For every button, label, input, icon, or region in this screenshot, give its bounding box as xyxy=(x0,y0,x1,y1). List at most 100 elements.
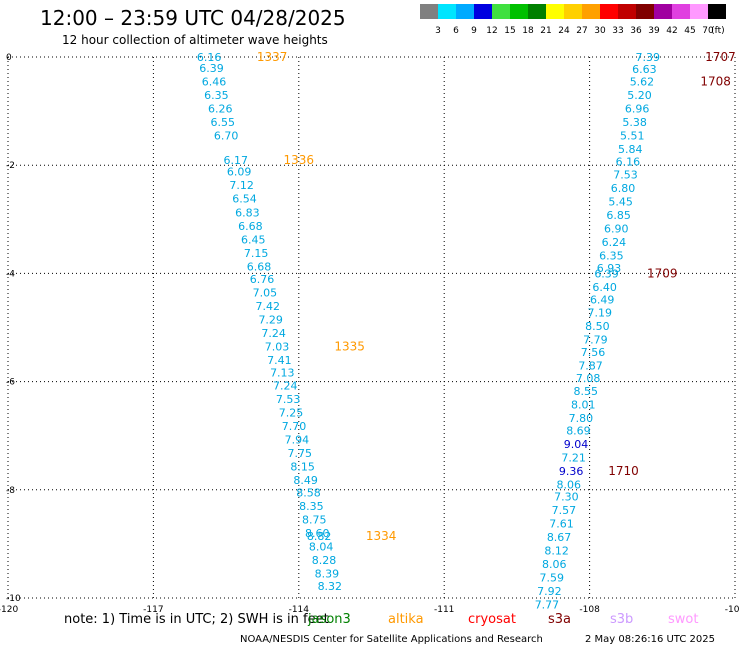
legend-label: 33 xyxy=(612,26,623,36)
wave-height-value: 7.59 xyxy=(540,571,565,584)
pass-time-label: 1710 xyxy=(608,464,639,478)
wave-height-value: 6.90 xyxy=(604,222,629,235)
wave-height-value: 6.40 xyxy=(592,281,617,294)
wave-height-value: 7.70 xyxy=(282,420,307,433)
wave-height-value: 8.39 xyxy=(315,568,340,581)
legend-label: 39 xyxy=(648,26,660,36)
legend-label: 30 xyxy=(594,26,606,36)
legend-swatch xyxy=(654,4,672,19)
wave-height-value: 6.39 xyxy=(199,62,224,75)
wave-height-value: 5.45 xyxy=(608,195,633,208)
color-legend: 3 6 9 12 15 18 21 24 27 30 33 36 39 42 45 70(ft) xyxy=(420,4,726,36)
legend-swatch xyxy=(582,4,600,19)
legend-swatch xyxy=(546,4,564,19)
legend-swatch xyxy=(492,4,510,19)
wave-height-value: 7.80 xyxy=(569,412,594,425)
wave-height-value: 6.96 xyxy=(625,102,650,115)
satellite-cryosat: cryosat xyxy=(468,612,516,627)
x-tick-label: -117 xyxy=(143,605,163,615)
wave-height-value: 8.06 xyxy=(557,478,582,491)
legend-label: 6 xyxy=(453,26,459,36)
y-tick-label: -8 xyxy=(6,486,15,496)
wave-height-value: 7.41 xyxy=(267,354,292,367)
satellite-s3b: s3b xyxy=(610,612,634,627)
wave-height-value: 6.16 xyxy=(616,155,641,168)
legend-swatch xyxy=(564,4,582,19)
wave-height-value: 7.57 xyxy=(552,504,577,517)
y-tick-label: 0 xyxy=(6,53,12,63)
wave-height-value: 5.84 xyxy=(618,143,643,156)
y-tick-label: -10 xyxy=(6,594,21,604)
pass-time-label: 1708 xyxy=(700,74,731,88)
satellite-swot: swot xyxy=(668,612,699,627)
legend-label: (ft) xyxy=(711,26,725,36)
wave-height-value: 6.55 xyxy=(210,116,235,129)
y-tick-label: -4 xyxy=(6,269,15,279)
wave-height-value: 8.67 xyxy=(547,531,572,544)
legend-label: 21 xyxy=(540,26,551,36)
wave-height-value: 6.83 xyxy=(235,206,260,219)
legend-label: 27 xyxy=(576,26,587,36)
wave-height-value: 5.62 xyxy=(630,75,655,88)
x-tick-label: -114 xyxy=(289,605,310,615)
wave-height-value: 7.94 xyxy=(285,433,310,446)
wave-height-value: 8.32 xyxy=(318,580,343,593)
wave-height-value: 8.01 xyxy=(571,398,596,411)
wave-height-value: 6.54 xyxy=(232,193,257,206)
credit-line: NOAA/NESDIS Center for Satellite Applica… xyxy=(240,634,543,645)
pass-time-label: 1709 xyxy=(647,266,678,280)
wave-height-value: 7.21 xyxy=(561,451,586,464)
generated-timestamp: 2 May 08:26:16 UTC 2025 xyxy=(585,634,715,645)
legend-swatch xyxy=(420,4,438,19)
wave-height-value: 6.68 xyxy=(247,260,272,273)
wave-height-value: 8.04 xyxy=(309,541,334,554)
wave-height-value: 6.24 xyxy=(602,236,627,249)
wave-height-value: 8.06 xyxy=(542,558,567,571)
wave-height-value: 8.49 xyxy=(293,474,318,487)
wave-height-value: 7.79 xyxy=(583,333,608,346)
wave-height-value: 6.35 xyxy=(204,89,229,102)
wave-height-value: 8.35 xyxy=(299,500,324,513)
wave-height-map: -120 -117 -114 -111 -108 -105 0 -2 -4 -6 -8 -10 6.16… xyxy=(0,50,740,615)
satellite-altika: altika xyxy=(388,612,424,627)
wave-height-value: 7.56 xyxy=(581,346,606,359)
wave-height-value: 7.53 xyxy=(613,168,638,181)
wave-height-value: 9.04 xyxy=(564,438,589,451)
legend-swatch xyxy=(690,4,708,19)
wave-height-value: 6.70 xyxy=(214,129,239,142)
wave-height-value: 7.30 xyxy=(554,490,579,503)
satellite-s3a: s3a xyxy=(548,612,572,627)
wave-height-value: 6.46 xyxy=(202,75,227,88)
wave-height-value: 6.49 xyxy=(590,293,615,306)
legend-swatch xyxy=(636,4,654,19)
wave-height-value: 9.36 xyxy=(559,465,584,478)
wave-height-value: 6.26 xyxy=(208,102,233,115)
wave-height-value: 6.85 xyxy=(606,209,631,222)
pass-time-label: 1335 xyxy=(334,339,365,353)
legend-swatch xyxy=(510,4,528,19)
wave-height-value: 6.68 xyxy=(238,220,263,233)
legend-label: 12 xyxy=(486,26,497,36)
wave-height-value: 7.29 xyxy=(258,313,283,326)
legend-label: 70 xyxy=(702,26,714,36)
wave-height-value: 7.61 xyxy=(549,517,574,530)
pass-time-label: 1337 xyxy=(257,50,288,64)
wave-height-value: 6.09 xyxy=(227,166,252,179)
wave-height-value: 7.39 xyxy=(636,51,661,64)
wave-height-value: 8.75 xyxy=(302,514,327,527)
wave-height-value: 6.76 xyxy=(250,273,275,286)
legend-swatch xyxy=(456,4,474,19)
wave-height-value: 8.55 xyxy=(573,385,598,398)
legend-label: 36 xyxy=(630,26,642,36)
legend-swatch xyxy=(474,4,492,19)
wave-height-value: 7.08 xyxy=(576,372,601,385)
page-title: 12:00 – 23:59 UTC 04/28/2025 xyxy=(40,6,346,30)
wave-height-value: 8.50 xyxy=(585,320,610,333)
wave-height-value: 6.35 xyxy=(599,250,624,263)
pass-time-label: 1336 xyxy=(284,153,315,167)
wave-height-value: 5.38 xyxy=(622,116,647,129)
satellite-jason3: jason3 xyxy=(308,612,351,627)
wave-height-value: 8.82 xyxy=(307,530,332,543)
x-tick-label: -108 xyxy=(579,605,600,615)
